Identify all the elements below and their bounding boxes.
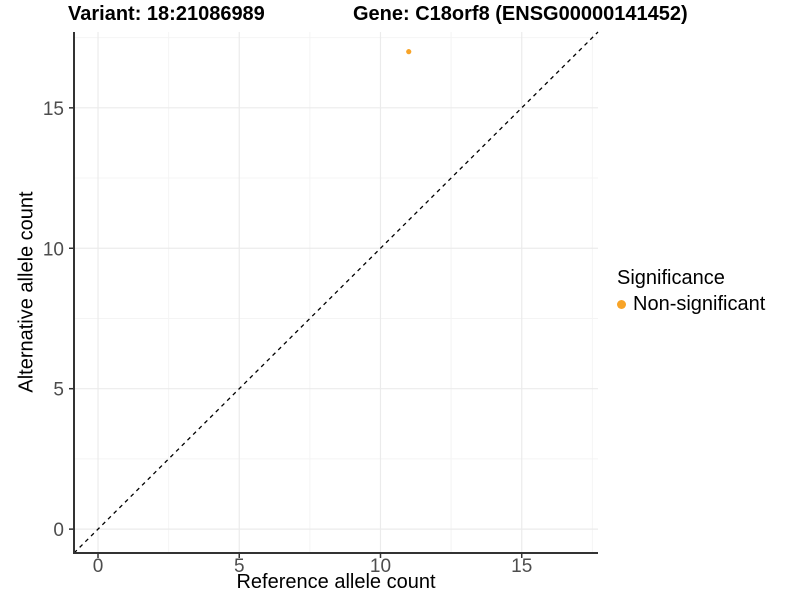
x-tick-label: 0 (93, 556, 104, 577)
gridlines-major (74, 32, 598, 553)
x-axis-title: Reference allele count (236, 571, 436, 593)
identity-line-group (73, 31, 599, 554)
legend-title: Significance (617, 267, 725, 289)
x-tick-label: 10 (370, 556, 391, 577)
data-point (406, 49, 412, 55)
x-tick-label: 5 (234, 556, 245, 577)
legend: Significance Non-significant (617, 267, 765, 316)
identity-dashed-line (73, 31, 599, 554)
axis-lines (73, 32, 598, 554)
x-tick-label: 15 (511, 556, 532, 577)
plot-title-variant: Variant: 18:21086989 (68, 3, 265, 25)
y-tick-label: 0 (53, 520, 64, 541)
y-tick-label: 10 (43, 239, 64, 260)
legend-item-label: Non-significant (633, 293, 766, 315)
data-points (406, 49, 412, 55)
legend-item: Non-significant (617, 293, 765, 316)
plot-title-gene: Gene: C18orf8 (ENSG00000141452) (353, 3, 688, 25)
gridlines-minor (74, 32, 598, 553)
y-tick-label: 15 (43, 99, 64, 120)
legend-key-dot-icon (617, 300, 626, 309)
tick-marks (69, 107, 523, 558)
tick-labels: 0 5 10 15 0 5 10 15 (43, 99, 532, 577)
y-axis-title: Alternative allele count (15, 191, 38, 393)
y-tick-label: 5 (53, 380, 64, 401)
